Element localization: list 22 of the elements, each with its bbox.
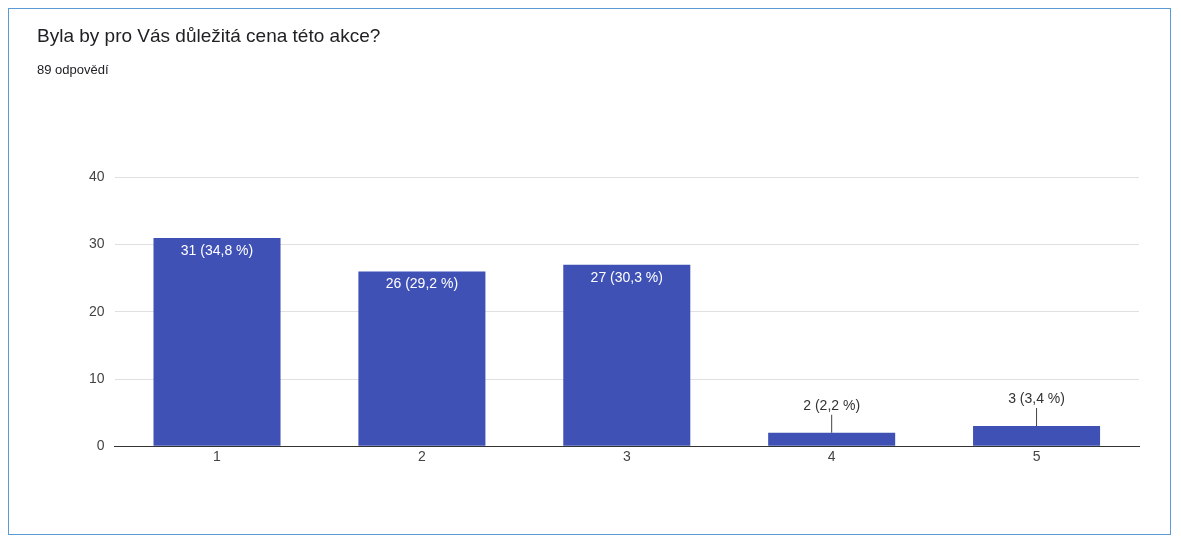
data-label: 31 (34,8 %) [180,241,254,258]
data-label: 27 (30,3 %) [590,268,663,285]
y-tick-label: 20 [88,302,105,319]
x-tick-label: 2 [418,448,426,465]
bar [768,432,896,446]
bar [973,426,1101,446]
x-tick-label: 4 [827,448,836,465]
y-tick-label: 30 [88,235,105,252]
x-tick-label: 5 [1032,448,1041,465]
bar [358,271,486,446]
data-label: 3 (3,4 %) [1008,389,1065,406]
y-tick-label: 10 [88,369,105,386]
x-tick-label: 1 [213,448,222,465]
y-tick-label: 40 [88,168,105,185]
data-label: 26 (29,2 %) [385,275,459,292]
chart-title: Byla by pro Vás důležitá cena této akce? [37,25,381,47]
data-label: 2 (2,2 %) [803,396,861,413]
x-tick-label: 3 [622,448,631,465]
chart-subtitle: 89 odpovědí [37,62,109,77]
bar [563,264,691,446]
bar [153,237,281,446]
y-tick-label: 0 [96,437,105,454]
